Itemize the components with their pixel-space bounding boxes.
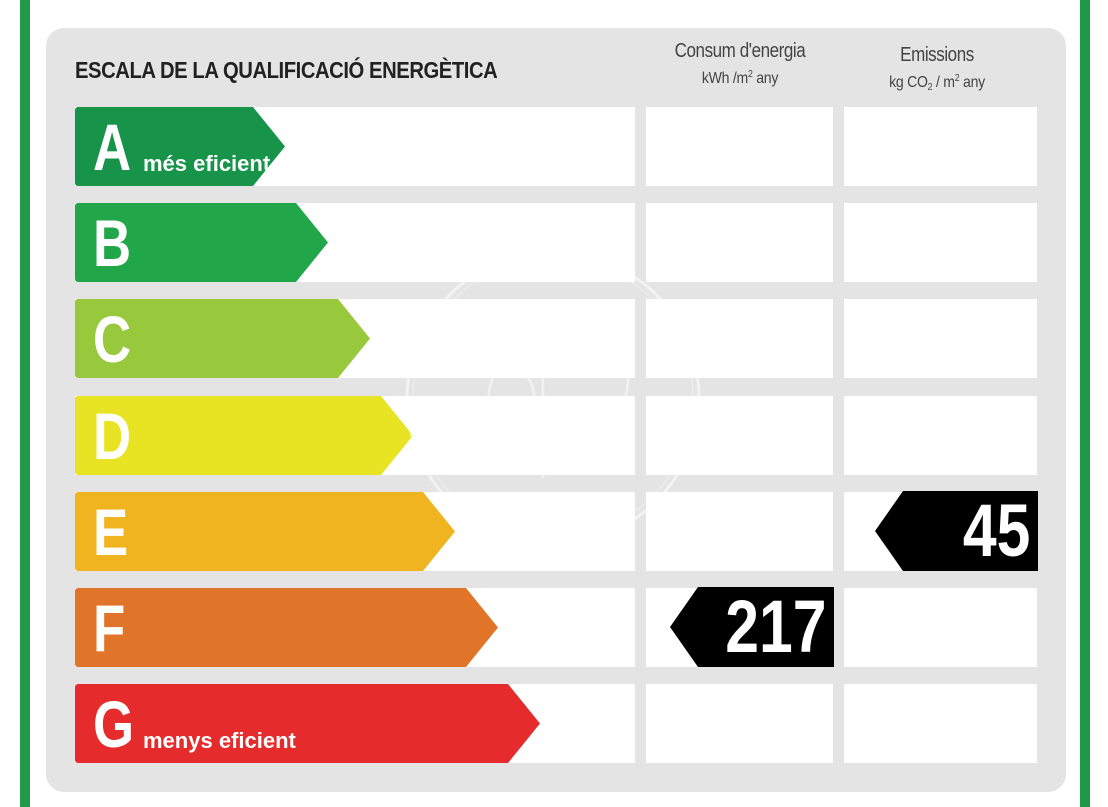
row-g-emis-cell — [844, 684, 1037, 763]
emissions-unit-any: any — [959, 74, 985, 91]
row-d-emis-cell — [844, 396, 1037, 475]
energy-header-label: Consum d'energia — [674, 40, 806, 62]
rating-sublabel: més eficient — [143, 151, 271, 176]
row-d-energy-cell — [646, 396, 833, 475]
rating-letter: E — [93, 495, 129, 569]
rating-letter: D — [93, 399, 132, 473]
row-c-emis-cell — [844, 299, 1037, 378]
energy-unit-part: kWh /m — [701, 70, 748, 87]
row-g-energy-cell — [646, 684, 833, 763]
emissions-unit-sub: 2 — [927, 82, 933, 93]
energy-rating-badge: 217 — [670, 587, 834, 667]
row-e-energy-cell — [646, 492, 833, 571]
energy-header-unit: kWh /m2 any — [657, 69, 822, 88]
emissions-header-label: Emissions — [900, 44, 974, 66]
emissions-unit-per: / m — [932, 74, 955, 91]
scale-title: ESCALA DE LA QUALIFICACIÓ ENERGÈTICA — [75, 57, 498, 83]
rating-arrow-f: F — [75, 588, 498, 667]
rating-letter: C — [93, 302, 132, 376]
emissions-rating-badge-value: 45 — [962, 489, 1030, 572]
energy-rating-badge-value: 217 — [724, 585, 826, 668]
frame-border-left — [20, 0, 30, 807]
row-a-emis-cell — [844, 107, 1037, 186]
row-a-energy-cell — [646, 107, 833, 186]
energy-unit-sup: 2 — [747, 69, 753, 80]
rating-arrow-e: E — [75, 492, 455, 571]
row-c-energy-cell — [646, 299, 833, 378]
rating-letter: A — [93, 110, 132, 184]
energy-unit-any: any — [752, 70, 779, 87]
rating-arrow-b: B — [75, 203, 328, 282]
energy-column-header: Consum d'energia kWh /m2 any — [646, 40, 834, 88]
row-b-energy-cell — [646, 203, 833, 282]
emissions-header-unit: kg CO2 / m2 any — [855, 73, 1019, 93]
emissions-column-header: Emissions kg CO2 / m2 any — [844, 44, 1030, 93]
rating-arrow-c: C — [75, 299, 370, 378]
rating-letter: F — [93, 591, 126, 665]
frame-border-right — [1080, 0, 1090, 807]
row-f-emis-cell — [844, 588, 1037, 667]
rating-letter: G — [93, 687, 135, 761]
rating-arrow-d: D — [75, 396, 413, 475]
emissions-unit-sup: 2 — [954, 73, 960, 84]
emissions-unit-part: kg CO — [889, 74, 928, 91]
rating-sublabel: menys eficient — [143, 728, 296, 753]
rating-letter: B — [93, 206, 132, 280]
row-b-emis-cell — [844, 203, 1037, 282]
emissions-rating-badge: 45 — [875, 491, 1038, 571]
